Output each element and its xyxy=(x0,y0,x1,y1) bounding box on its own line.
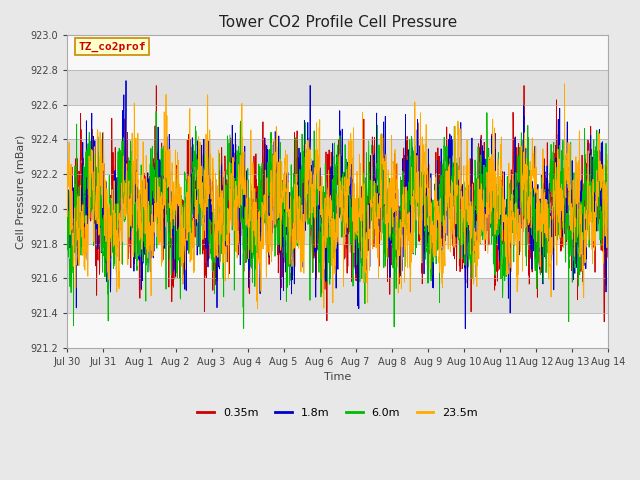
23.5m xyxy=(271,190,278,195)
Legend: 0.35m, 1.8m, 6.0m, 23.5m: 0.35m, 1.8m, 6.0m, 23.5m xyxy=(193,403,483,422)
1.8m xyxy=(536,264,543,270)
6.0m xyxy=(604,171,612,177)
6.0m xyxy=(294,194,302,200)
1.8m xyxy=(594,207,602,213)
Bar xyxy=(67,278,608,313)
23.5m xyxy=(535,198,543,204)
1.8m xyxy=(122,78,130,84)
Title: Tower CO2 Profile Cell Pressure: Tower CO2 Profile Cell Pressure xyxy=(218,15,457,30)
1.8m xyxy=(461,326,469,332)
Bar xyxy=(67,36,608,70)
1.8m xyxy=(294,198,302,204)
23.5m xyxy=(125,192,133,197)
6.0m xyxy=(536,226,543,232)
0.35m xyxy=(294,185,302,191)
Text: TZ_co2prof: TZ_co2prof xyxy=(78,41,146,52)
23.5m xyxy=(294,221,302,227)
6.0m xyxy=(271,253,279,259)
Bar xyxy=(67,174,608,209)
23.5m xyxy=(157,198,165,204)
0.35m xyxy=(520,83,528,88)
6.0m xyxy=(152,108,160,114)
6.0m xyxy=(125,183,133,189)
1.8m xyxy=(63,251,71,257)
X-axis label: Time: Time xyxy=(324,372,351,383)
Bar xyxy=(67,70,608,105)
Bar xyxy=(67,244,608,278)
Bar xyxy=(67,313,608,348)
6.0m xyxy=(157,145,165,151)
Y-axis label: Cell Pressure (mBar): Cell Pressure (mBar) xyxy=(15,134,25,249)
6.0m xyxy=(240,325,248,331)
6.0m xyxy=(594,153,602,158)
23.5m xyxy=(253,306,261,312)
23.5m xyxy=(63,214,71,219)
23.5m xyxy=(561,81,568,87)
Bar xyxy=(67,105,608,140)
6.0m xyxy=(63,216,71,222)
1.8m xyxy=(125,163,133,169)
Bar xyxy=(67,140,608,174)
0.35m xyxy=(271,212,278,217)
0.35m xyxy=(600,319,608,324)
1.8m xyxy=(271,195,278,201)
0.35m xyxy=(535,254,543,260)
1.8m xyxy=(604,241,612,247)
Line: 6.0m: 6.0m xyxy=(67,111,608,328)
0.35m xyxy=(604,254,612,260)
0.35m xyxy=(157,213,165,219)
23.5m xyxy=(604,152,612,157)
0.35m xyxy=(593,209,601,215)
1.8m xyxy=(157,197,165,203)
23.5m xyxy=(594,195,602,201)
Line: 1.8m: 1.8m xyxy=(67,81,608,329)
Line: 23.5m: 23.5m xyxy=(67,84,608,309)
Line: 0.35m: 0.35m xyxy=(67,85,608,322)
0.35m xyxy=(63,277,71,283)
Bar xyxy=(67,209,608,244)
0.35m xyxy=(125,231,133,237)
